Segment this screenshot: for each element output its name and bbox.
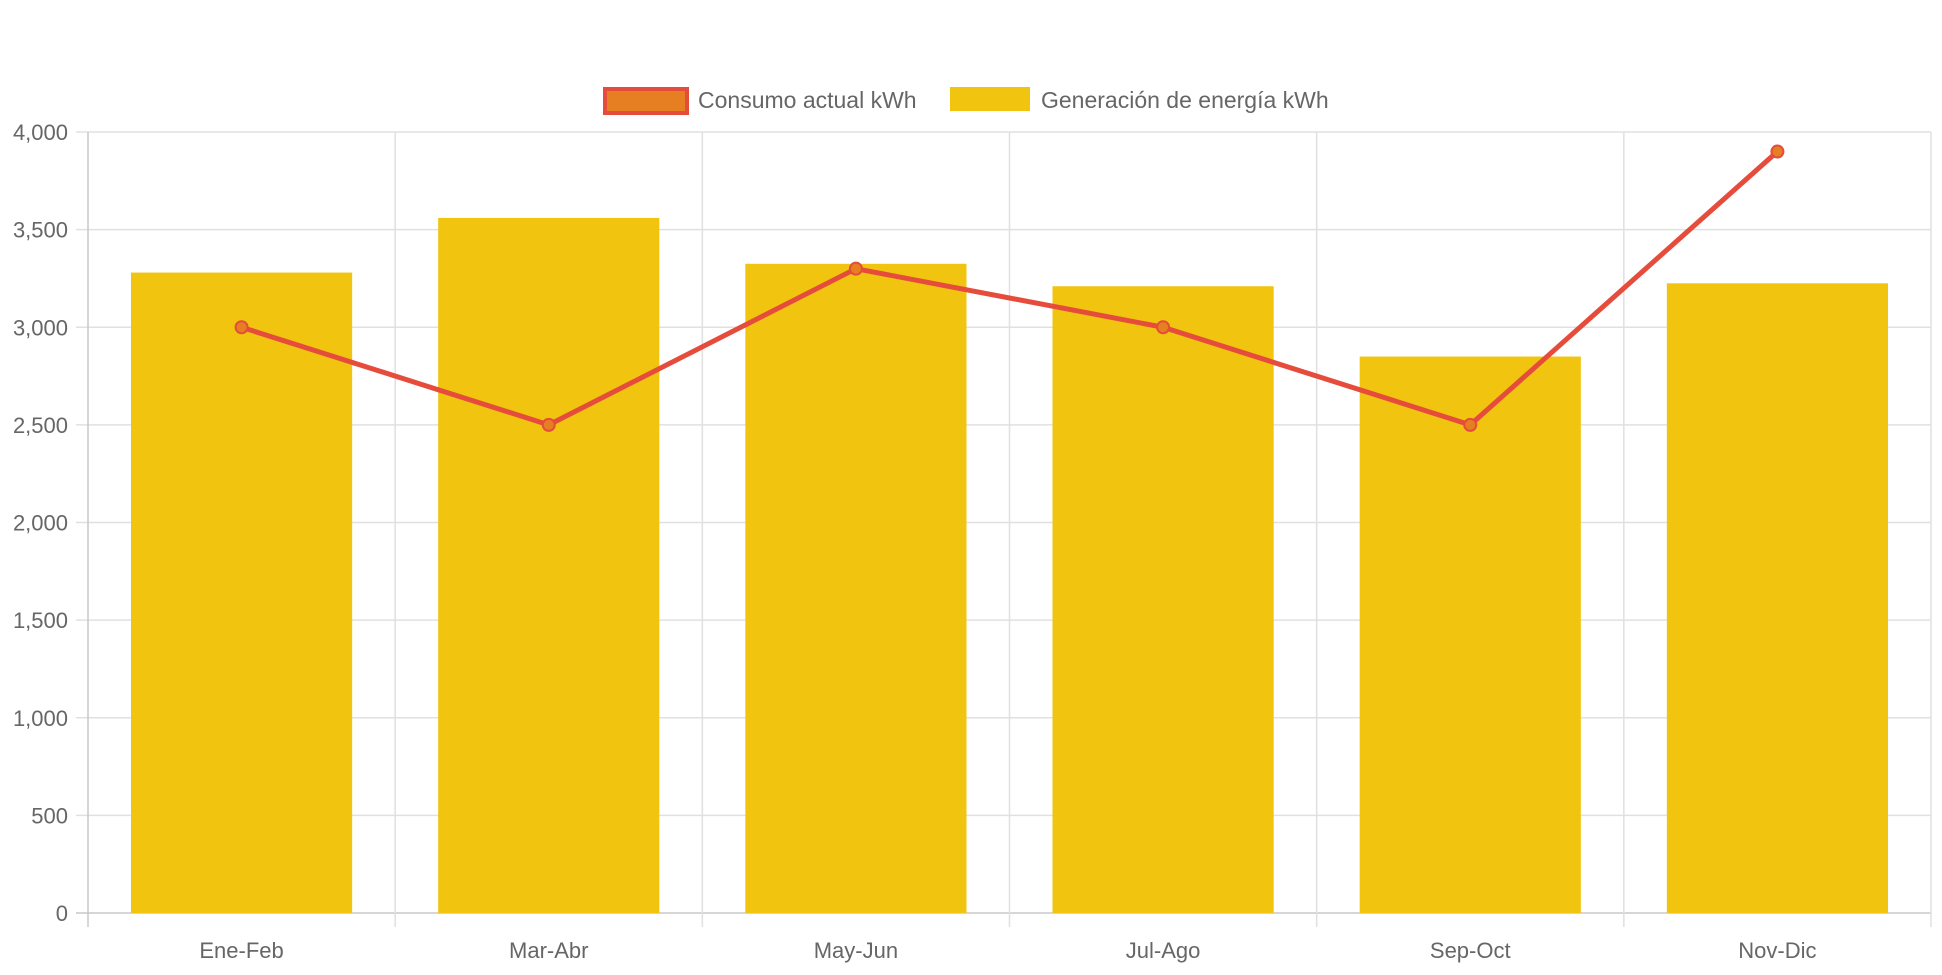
bar[interactable] bbox=[131, 272, 353, 914]
x-tick-label: May-Jun bbox=[814, 938, 898, 963]
line-point[interactable] bbox=[541, 417, 556, 432]
line-point[interactable] bbox=[1770, 144, 1785, 159]
grid-lines bbox=[76, 131, 1932, 927]
bar[interactable] bbox=[1666, 283, 1888, 914]
x-tick-label: Mar-Abr bbox=[509, 938, 588, 963]
line-point[interactable] bbox=[1156, 320, 1171, 335]
y-tick-label: 3,000 bbox=[13, 315, 68, 340]
y-tick-label: 2,500 bbox=[13, 413, 68, 438]
y-tick-label: 4,000 bbox=[13, 120, 68, 145]
x-axis: Ene-Feb Mar-Abr May-Jun Jul-Ago Sep-Oct Nov-D… bbox=[199, 938, 1816, 963]
line-point[interactable] bbox=[1463, 417, 1478, 432]
legend: Consumo actual kWh Generación de energía… bbox=[603, 87, 1329, 115]
y-tick-label: 1,000 bbox=[13, 706, 68, 731]
x-tick-label: Ene-Feb bbox=[199, 938, 283, 963]
y-tick-label: 500 bbox=[31, 803, 68, 828]
line-point[interactable] bbox=[234, 320, 249, 335]
y-tick-label: 2,000 bbox=[13, 511, 68, 536]
legend-swatch-generacion[interactable] bbox=[950, 87, 1030, 111]
y-axis: 0 500 1,000 1,500 2,000 2,500 3,000 3,500 4,000 bbox=[13, 120, 68, 926]
bar[interactable] bbox=[1052, 286, 1274, 913]
legend-label-generacion[interactable]: Generación de energía kWh bbox=[1041, 87, 1329, 113]
bar[interactable] bbox=[1359, 356, 1581, 914]
line-path bbox=[240, 149, 1780, 428]
x-tick-label: Nov-Dic bbox=[1738, 938, 1816, 963]
legend-label-consumo[interactable]: Consumo actual kWh bbox=[698, 87, 917, 113]
y-tick-label: 1,500 bbox=[13, 608, 68, 633]
bar-series bbox=[131, 217, 1888, 914]
y-tick-label: 3,500 bbox=[13, 218, 68, 243]
x-tick-label: Sep-Oct bbox=[1430, 938, 1511, 963]
line-series bbox=[234, 144, 1785, 432]
line-point[interactable] bbox=[848, 261, 863, 276]
x-tick-label: Jul-Ago bbox=[1126, 938, 1201, 963]
legend-swatch-consumo[interactable] bbox=[603, 87, 689, 115]
bar[interactable] bbox=[745, 263, 967, 913]
y-tick-label: 0 bbox=[56, 901, 68, 926]
bar[interactable] bbox=[438, 217, 660, 913]
